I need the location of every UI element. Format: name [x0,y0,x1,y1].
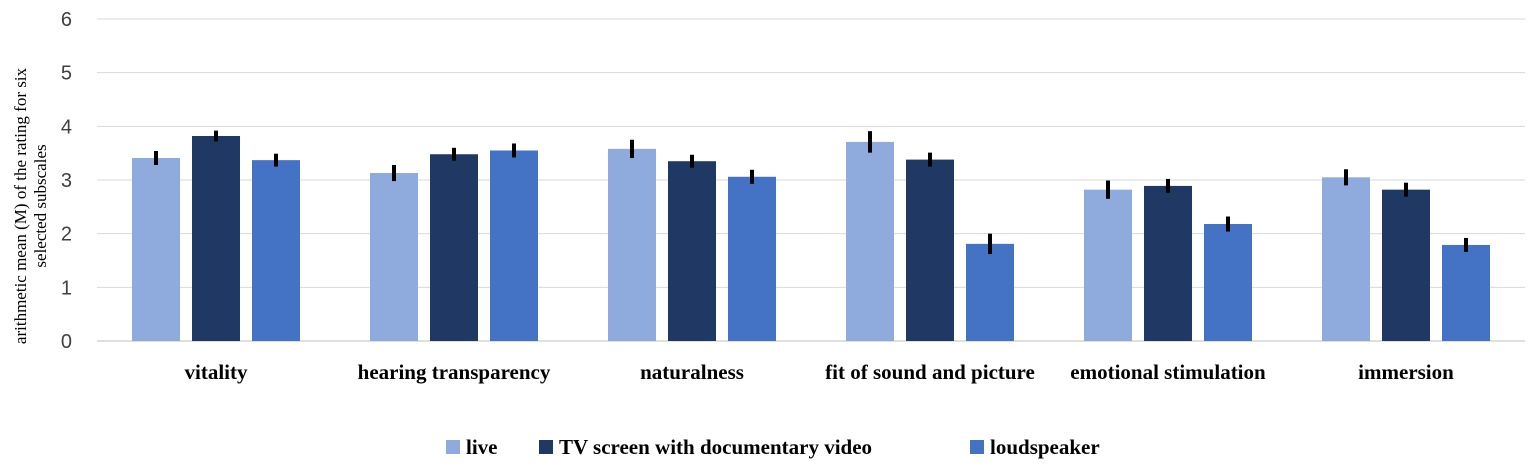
legend-label: loudspeaker [990,435,1100,459]
bar-live [1322,177,1370,341]
y-axis-label: arithmetic mean (M) of the rating for si… [11,67,50,344]
bar-loudspeaker [728,176,776,341]
y-axis-title: arithmetic mean (M) of the rating for si… [11,67,50,344]
bar-loudspeaker [490,150,538,341]
bar-loudspeaker [1442,244,1490,341]
category-label: vitality [185,360,248,384]
bar-loudspeaker [1204,224,1252,341]
bar-tv [1382,189,1430,341]
legend-swatch [970,440,984,454]
y-tick-label: 5 [61,63,72,85]
category-label: immersion [1358,360,1454,384]
category-label: hearing transparency [358,360,551,384]
bar-tv [906,159,954,341]
y-tick-label: 4 [61,116,72,138]
bar-loudspeaker [966,243,1014,341]
bar-live [370,173,418,341]
legend-label: TV screen with documentary video [559,435,872,459]
bar-live [132,157,180,341]
bar-tv [668,161,716,341]
legend-swatch [446,440,460,454]
bar-tv [430,154,478,341]
bar-live [608,148,656,341]
bar-tv [192,135,240,341]
bars [132,135,1490,341]
legend: live TV screen with documentary video loud… [446,435,1100,459]
category-label: naturalness [640,360,744,384]
error-bars [154,130,1468,255]
bar-tv [1144,185,1192,341]
y-tick-label: 1 [61,277,72,299]
y-tick-label: 3 [61,170,72,192]
gridlines [97,18,1525,342]
legend-label: live [466,435,498,459]
bar-live [1084,189,1132,341]
y-axis-ticks: 0 1 2 3 4 5 6 [61,9,72,353]
y-tick-label: 6 [61,9,72,31]
category-label: emotional stimulation [1070,360,1266,384]
y-tick-label: 0 [61,331,72,353]
x-axis-categories: vitality hearing transparency naturalness f… [185,360,1455,384]
y-tick-label: 2 [61,224,72,246]
category-label: fit of sound and picture [825,360,1035,384]
legend-swatch [539,440,553,454]
bar-live [846,141,894,341]
bar-loudspeaker [252,160,300,341]
